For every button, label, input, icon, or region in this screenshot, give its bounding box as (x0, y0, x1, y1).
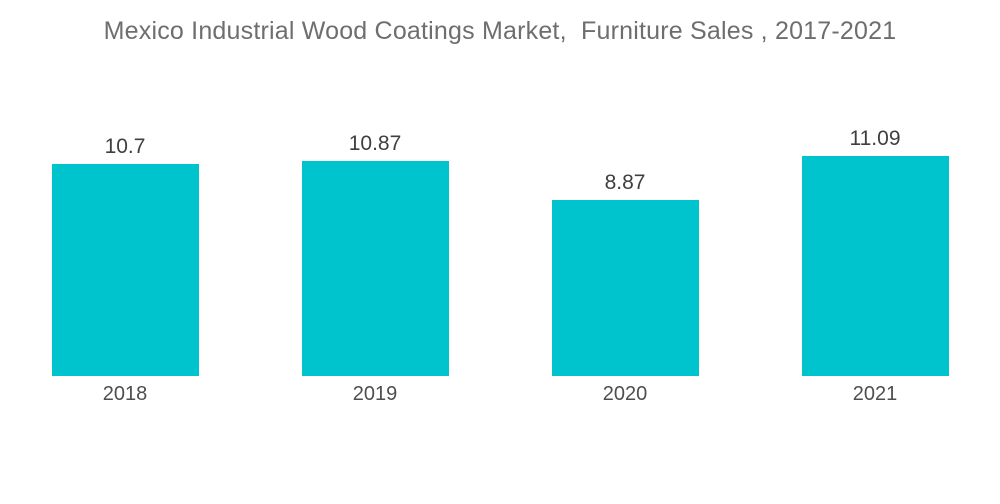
bar-area: 10.87 (250, 0, 500, 376)
bar-value-label: 10.87 (348, 132, 402, 155)
bar-area: 11.09 (750, 0, 1000, 376)
bar-2021 (801, 156, 949, 376)
chart-title: Mexico Industrial Wood Coatings Market, … (103, 17, 897, 45)
bar-column: 10.7 2018 (0, 0, 250, 504)
bar-year-label: 2021 (852, 383, 898, 405)
bar-column: 10.87 2019 (250, 0, 500, 504)
bar-value-label: 10.7 (104, 135, 146, 158)
bar-year-label: 2020 (602, 383, 648, 405)
bar-area: 8.87 (500, 0, 750, 376)
bar-year-label: 2018 (102, 383, 148, 405)
bar-2019 (301, 161, 449, 376)
bar-2020 (551, 200, 699, 376)
bar-value-label: 8.87 (604, 171, 646, 194)
bar-year-label: 2019 (352, 383, 398, 405)
bar-2018 (51, 164, 199, 376)
bar-column: 8.87 2020 (500, 0, 750, 504)
bar-area: 10.7 (0, 0, 250, 376)
bar-value-label: 11.09 (849, 127, 901, 150)
bar-column: 11.09 2021 (750, 0, 1000, 504)
